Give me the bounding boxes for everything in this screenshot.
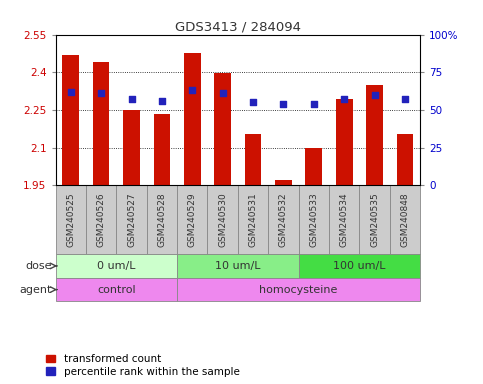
Bar [177,254,298,278]
Text: homocysteine: homocysteine [259,285,338,295]
Bar [184,53,200,185]
Text: GSM240533: GSM240533 [309,192,318,247]
Text: GSM240527: GSM240527 [127,192,136,247]
Text: GSM240530: GSM240530 [218,192,227,247]
Text: GSM240531: GSM240531 [249,192,257,247]
Bar [86,185,116,254]
Bar [56,254,177,278]
Text: control: control [97,285,136,295]
Bar [336,99,353,185]
Point [67,89,74,95]
Bar [359,185,390,254]
Text: 0 um/L: 0 um/L [97,261,136,271]
Point [401,96,409,103]
Text: GSM240532: GSM240532 [279,192,288,247]
Bar [93,62,110,185]
Text: agent: agent [19,285,52,295]
Point [128,96,135,103]
Point [341,96,348,103]
Bar [397,134,413,185]
Text: GSM240528: GSM240528 [157,192,167,247]
Bar [154,114,170,185]
Legend: transformed count, percentile rank within the sample: transformed count, percentile rank withi… [44,352,242,379]
Bar [305,147,322,185]
Bar [56,278,177,301]
Bar [147,185,177,254]
Bar [116,185,147,254]
Text: GSM240529: GSM240529 [188,192,197,247]
Text: GSM240526: GSM240526 [97,192,106,247]
Text: GSM240525: GSM240525 [66,192,75,247]
Point [158,98,166,104]
Bar [56,185,86,254]
Bar [275,180,292,185]
Bar [238,185,268,254]
Bar [214,73,231,185]
Title: GDS3413 / 284094: GDS3413 / 284094 [175,20,301,33]
Bar [268,185,298,254]
Bar [298,254,420,278]
Bar [62,55,79,185]
Point [280,101,287,107]
Point [249,99,257,106]
Bar [329,185,359,254]
Point [219,90,227,96]
Text: 10 um/L: 10 um/L [215,261,261,271]
Point [188,87,196,93]
Bar [177,185,208,254]
Text: GSM240848: GSM240848 [400,192,410,247]
Bar [123,110,140,185]
Point [371,92,379,98]
Text: GSM240534: GSM240534 [340,192,349,247]
Bar [390,185,420,254]
Text: dose: dose [26,261,52,271]
Bar [177,278,420,301]
Point [97,90,105,96]
Point [310,101,318,107]
Bar [298,185,329,254]
Bar [208,185,238,254]
Text: 100 um/L: 100 um/L [333,261,386,271]
Text: GSM240535: GSM240535 [370,192,379,247]
Bar [245,134,261,185]
Bar [366,85,383,185]
